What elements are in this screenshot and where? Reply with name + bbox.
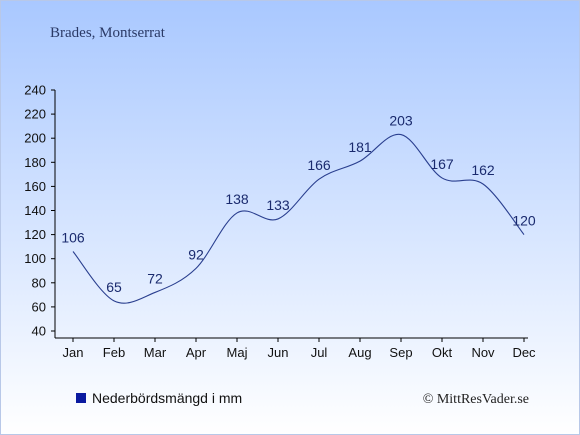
- y-axis-ticks: 40 60 80 100 120 140 160 180 200 220 240: [24, 83, 55, 339]
- y-tick-label: 160: [24, 179, 46, 194]
- y-tick-label: 40: [32, 324, 46, 339]
- data-label: 138: [225, 191, 249, 207]
- axes: [54, 90, 528, 339]
- x-tick-label: Jul: [311, 345, 328, 360]
- legend-swatch: [76, 393, 86, 403]
- x-tick-label: Okt: [432, 345, 453, 360]
- x-tick-label: Feb: [103, 345, 125, 360]
- y-tick-label: 60: [32, 299, 46, 314]
- data-label: 167: [430, 156, 454, 172]
- y-tick-label: 100: [24, 251, 46, 266]
- x-tick-label: Nov: [471, 345, 495, 360]
- x-tick-label: Dec: [512, 345, 536, 360]
- x-tick-label: Sep: [389, 345, 412, 360]
- series-line-precipitation: [72, 134, 525, 304]
- y-tick-label: 240: [24, 83, 46, 98]
- location-title: Brades, Montserrat: [50, 25, 166, 41]
- data-label: 203: [389, 113, 413, 129]
- y-tick-label: 140: [24, 203, 46, 218]
- x-tick-label: Maj: [227, 345, 248, 360]
- data-label: 166: [307, 157, 331, 173]
- x-tick-label: Mar: [144, 345, 167, 360]
- x-tick-label: Aug: [348, 345, 371, 360]
- y-tick-label: 180: [24, 155, 46, 170]
- data-label: 72: [147, 270, 163, 286]
- data-label: 120: [512, 213, 536, 229]
- y-tick-label: 200: [24, 131, 46, 146]
- data-label: 92: [188, 246, 204, 262]
- y-tick-label: 80: [32, 275, 46, 290]
- data-label: 106: [61, 229, 85, 245]
- x-axis-ticks: Jan Feb Mar Apr Maj Jun Jul Aug Sep Okt Nov Dec: [63, 338, 536, 360]
- legend-label: Nederbördsmängd i mm: [92, 390, 242, 406]
- data-label: 65: [106, 279, 122, 295]
- x-tick-label: Apr: [186, 345, 207, 360]
- data-label: 181: [348, 139, 372, 155]
- y-tick-label: 120: [24, 227, 46, 242]
- data-label: 133: [266, 197, 290, 213]
- x-tick-label: Jan: [63, 345, 84, 360]
- data-labels: 106 65 72 92 138 133 166 181 203 167 162 120: [61, 113, 536, 295]
- copyright-text: © MittResVader.se: [423, 392, 529, 407]
- y-tick-label: 220: [24, 107, 46, 122]
- data-label: 162: [471, 162, 495, 178]
- x-tick-label: Jun: [268, 345, 289, 360]
